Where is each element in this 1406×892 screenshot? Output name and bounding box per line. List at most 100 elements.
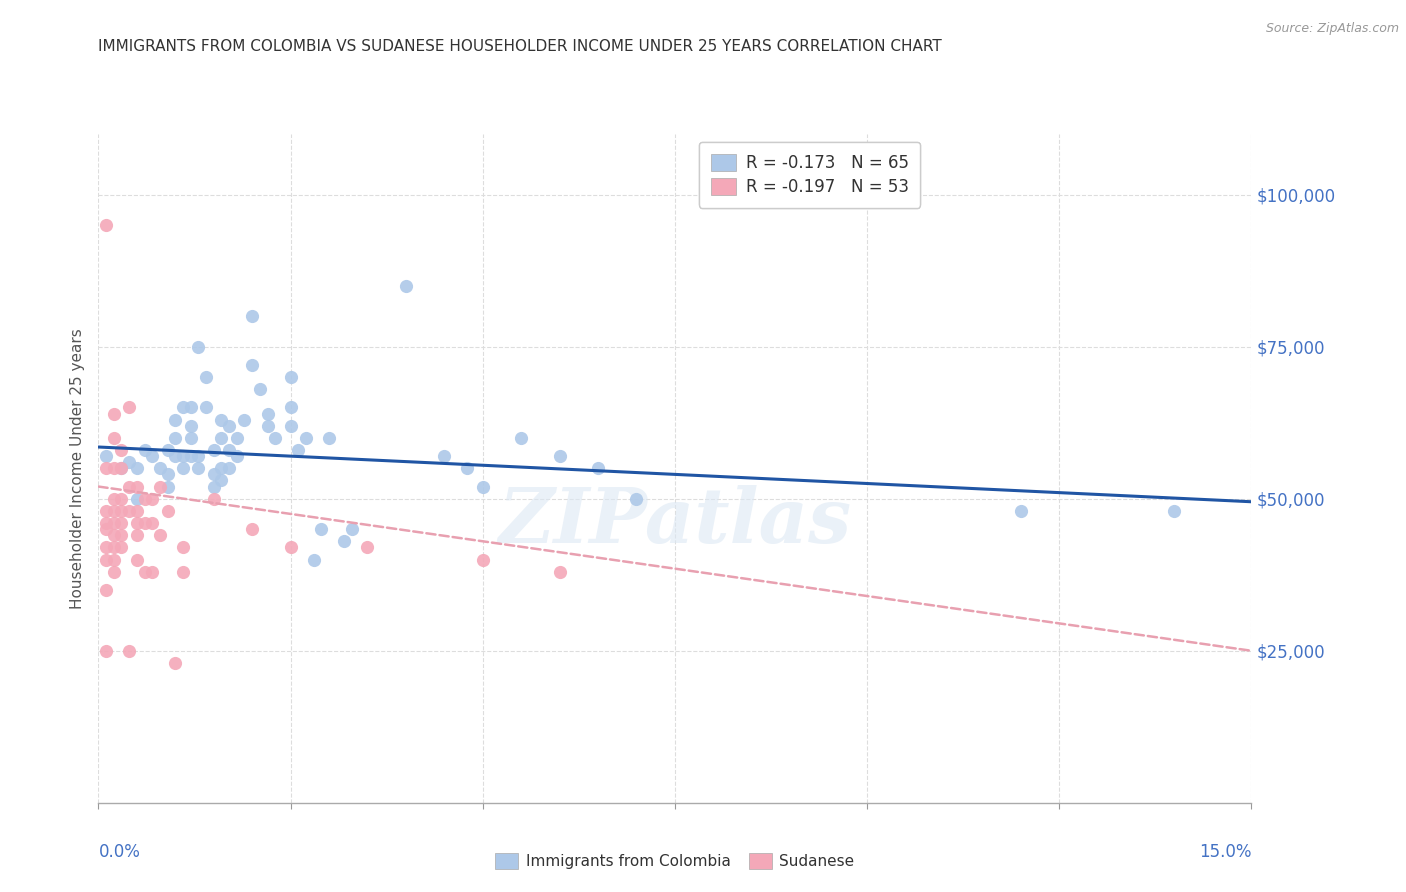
- Point: [165, 656, 187, 670]
- Point: [165, 412, 187, 426]
- Point: [118, 644, 141, 658]
- Point: [110, 443, 132, 458]
- Point: [134, 443, 156, 458]
- Point: [240, 522, 263, 536]
- Point: [118, 479, 141, 493]
- Point: [141, 449, 163, 463]
- Point: [202, 479, 225, 493]
- Point: [287, 443, 309, 458]
- Point: [125, 528, 148, 542]
- Text: Source: ZipAtlas.com: Source: ZipAtlas.com: [1265, 22, 1399, 36]
- Point: [125, 504, 148, 518]
- Point: [125, 479, 148, 493]
- Text: IMMIGRANTS FROM COLOMBIA VS SUDANESE HOUSEHOLDER INCOME UNDER 25 YEARS CORRELATI: IMMIGRANTS FROM COLOMBIA VS SUDANESE HOU…: [98, 38, 942, 54]
- Point: [187, 340, 209, 354]
- Point: [225, 431, 247, 445]
- Point: [456, 461, 478, 475]
- Point: [94, 552, 117, 566]
- Point: [94, 522, 117, 536]
- Point: [256, 418, 278, 433]
- Point: [510, 431, 533, 445]
- Point: [103, 528, 125, 542]
- Point: [626, 491, 648, 506]
- Point: [149, 461, 172, 475]
- Point: [548, 565, 571, 579]
- Point: [94, 461, 117, 475]
- Point: [110, 491, 132, 506]
- Point: [172, 565, 194, 579]
- Point: [187, 461, 209, 475]
- Point: [249, 382, 271, 396]
- Point: [118, 504, 141, 518]
- Point: [202, 491, 225, 506]
- Point: [225, 449, 247, 463]
- Point: [103, 541, 125, 555]
- Point: [209, 474, 232, 488]
- Point: [141, 565, 163, 579]
- Point: [302, 552, 325, 566]
- Point: [1010, 504, 1032, 518]
- Point: [295, 431, 318, 445]
- Point: [165, 431, 187, 445]
- Point: [471, 479, 494, 493]
- Point: [103, 504, 125, 518]
- Point: [256, 407, 278, 421]
- Point: [156, 479, 179, 493]
- Point: [195, 401, 218, 415]
- Point: [110, 541, 132, 555]
- Point: [103, 565, 125, 579]
- Point: [149, 528, 172, 542]
- Point: [103, 431, 125, 445]
- Point: [280, 541, 302, 555]
- Point: [218, 418, 240, 433]
- Legend: Immigrants from Colombia, Sudanese: Immigrants from Colombia, Sudanese: [489, 847, 860, 875]
- Point: [165, 449, 187, 463]
- Point: [202, 467, 225, 482]
- Point: [103, 491, 125, 506]
- Point: [134, 491, 156, 506]
- Point: [548, 449, 571, 463]
- Point: [94, 218, 117, 232]
- Point: [103, 461, 125, 475]
- Point: [172, 541, 194, 555]
- Point: [110, 504, 132, 518]
- Point: [118, 401, 141, 415]
- Point: [172, 461, 194, 475]
- Point: [218, 461, 240, 475]
- Point: [110, 516, 132, 530]
- Point: [311, 522, 333, 536]
- Point: [264, 431, 287, 445]
- Point: [156, 467, 179, 482]
- Point: [1163, 504, 1185, 518]
- Point: [333, 534, 356, 549]
- Point: [94, 541, 117, 555]
- Point: [240, 310, 263, 324]
- Point: [125, 516, 148, 530]
- Point: [395, 278, 418, 293]
- Point: [280, 370, 302, 384]
- Point: [103, 552, 125, 566]
- Point: [172, 449, 194, 463]
- Point: [187, 449, 209, 463]
- Point: [180, 418, 202, 433]
- Point: [209, 461, 232, 475]
- Point: [433, 449, 456, 463]
- Point: [209, 431, 232, 445]
- Text: 0.0%: 0.0%: [98, 843, 141, 861]
- Y-axis label: Householder Income Under 25 years: Householder Income Under 25 years: [69, 328, 84, 608]
- Point: [180, 431, 202, 445]
- Point: [134, 516, 156, 530]
- Point: [94, 644, 117, 658]
- Point: [180, 449, 202, 463]
- Point: [240, 358, 263, 372]
- Point: [125, 461, 148, 475]
- Point: [586, 461, 609, 475]
- Point: [356, 541, 378, 555]
- Point: [318, 431, 340, 445]
- Point: [125, 491, 148, 506]
- Point: [118, 455, 141, 469]
- Point: [141, 491, 163, 506]
- Point: [134, 565, 156, 579]
- Point: [233, 412, 256, 426]
- Point: [280, 418, 302, 433]
